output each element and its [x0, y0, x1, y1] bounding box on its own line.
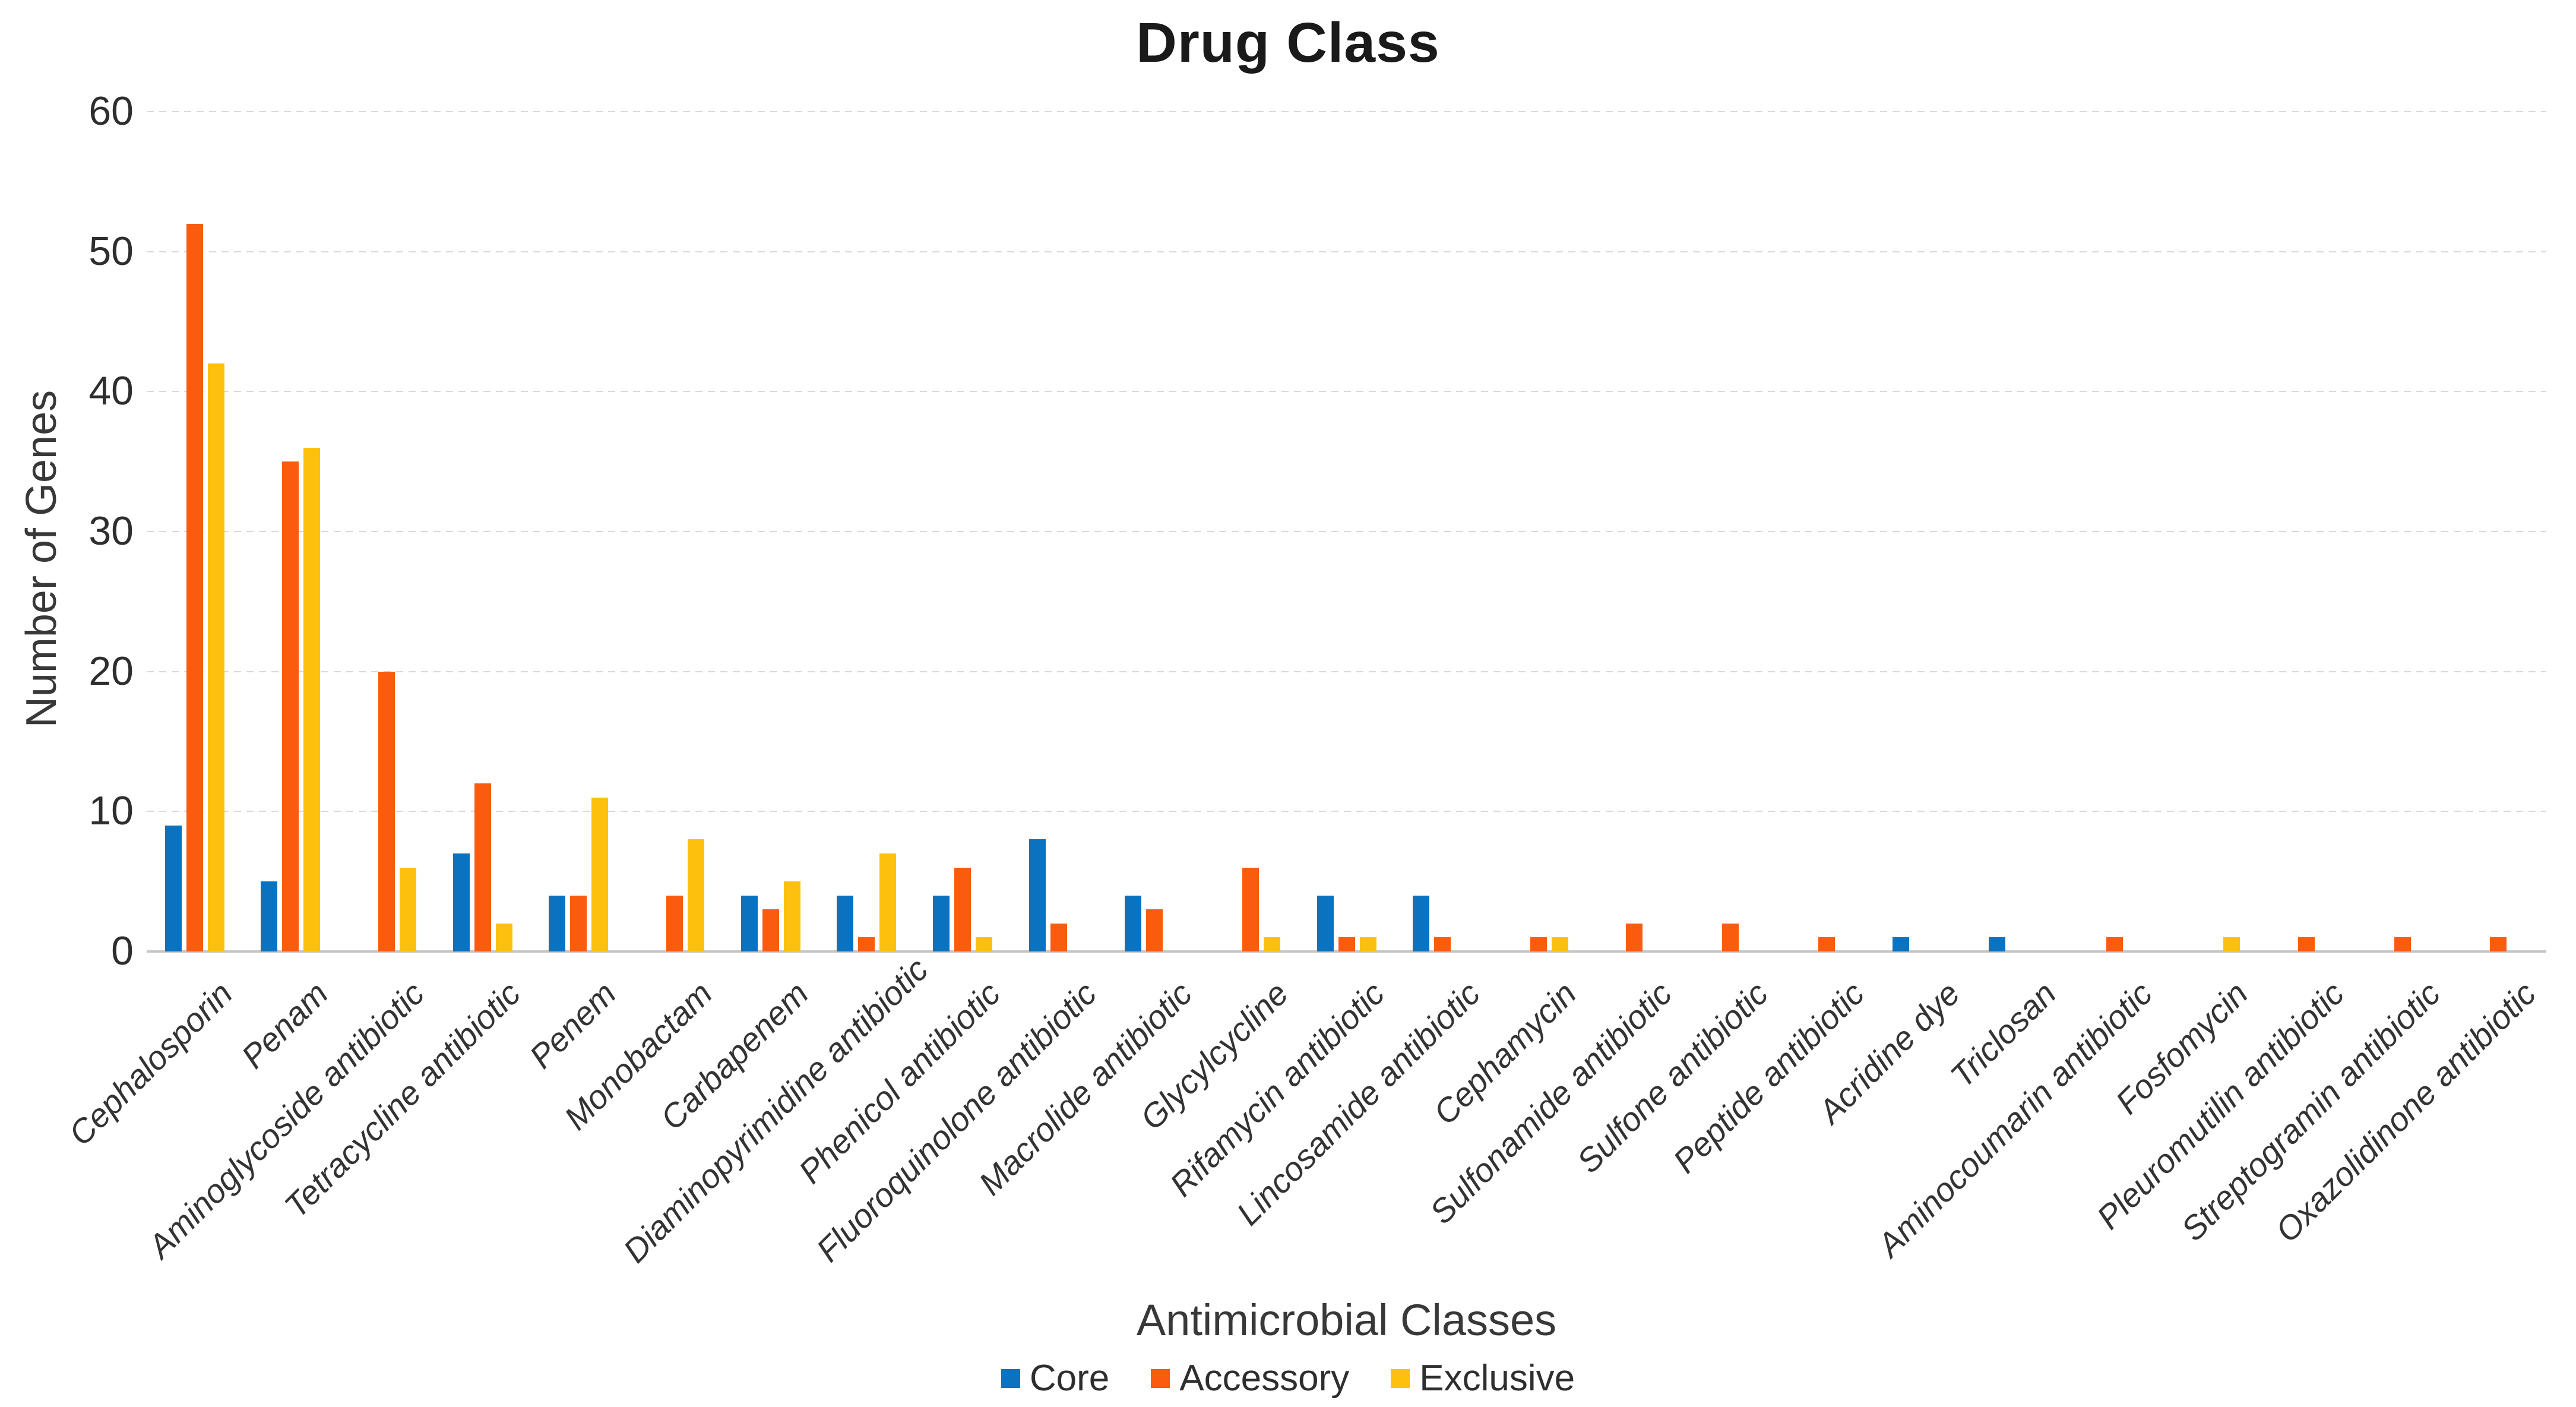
bar-core-9: [1028, 839, 1046, 951]
y-tick-label-0: 0: [111, 928, 134, 973]
legend-label-exclusive: Exclusive: [1419, 1358, 1575, 1399]
bar-accessory-9: [1050, 923, 1067, 951]
legend-label-accessory: Accessory: [1179, 1358, 1350, 1399]
bar-accessory-24: [2490, 937, 2507, 951]
y-tick-label-50: 50: [88, 228, 134, 274]
bar-exclusive-0: [207, 363, 224, 951]
bar-exclusive-14: [1551, 937, 1568, 951]
gridline-40: [147, 391, 2546, 393]
bar-accessory-0: [186, 223, 203, 951]
bar-exclusive-8: [975, 937, 992, 951]
bar-accessory-16: [1722, 923, 1739, 951]
bar-exclusive-5: [688, 839, 705, 951]
bar-core-19: [1988, 937, 2005, 951]
bar-accessory-11: [1242, 867, 1259, 951]
bar-core-4: [549, 895, 566, 951]
gridline-10: [147, 811, 2546, 812]
bar-accessory-7: [858, 937, 875, 951]
legend: Core Accessory Exclusive: [0, 1357, 2576, 1399]
chart-title: Drug Class: [1136, 11, 1440, 74]
bar-accessory-20: [2106, 937, 2123, 951]
x-axis-line: [147, 950, 2546, 953]
bar-core-0: [164, 825, 182, 951]
legend-swatch-exclusive: [1391, 1368, 1410, 1388]
gridline-20: [147, 671, 2546, 672]
bar-core-7: [837, 895, 854, 951]
bar-core-1: [261, 881, 278, 951]
y-tick-label-20: 20: [88, 648, 134, 694]
bar-exclusive-7: [879, 853, 897, 951]
bar-accessory-6: [762, 909, 779, 951]
legend-item-accessory: Accessory: [1151, 1357, 1349, 1399]
legend-item-core: Core: [1001, 1357, 1109, 1399]
bar-accessory-14: [1530, 937, 1547, 951]
bar-exclusive-6: [783, 881, 800, 951]
gridline-60: [147, 111, 2546, 112]
bar-accessory-3: [474, 783, 491, 951]
bar-exclusive-3: [495, 923, 512, 951]
bar-accessory-15: [1626, 923, 1643, 951]
bar-accessory-23: [2394, 937, 2411, 951]
bar-exclusive-11: [1263, 937, 1280, 951]
gridline-50: [147, 251, 2546, 252]
bar-exclusive-1: [303, 447, 321, 951]
bar-core-12: [1317, 895, 1334, 951]
bar-exclusive-21: [2223, 937, 2240, 951]
x-axis-title: Antimicrobial Classes: [1136, 1295, 1557, 1345]
bar-exclusive-4: [591, 797, 609, 951]
bar-accessory-12: [1338, 937, 1355, 951]
bar-accessory-22: [2297, 937, 2315, 951]
bar-accessory-2: [378, 671, 395, 951]
bar-core-10: [1125, 895, 1142, 951]
y-tick-label-30: 30: [88, 508, 134, 554]
bar-exclusive-12: [1359, 937, 1376, 951]
bar-core-18: [1893, 937, 1910, 951]
bar-core-6: [740, 895, 758, 951]
legend-swatch-core: [1001, 1368, 1020, 1388]
y-tick-label-60: 60: [88, 88, 134, 134]
bar-core-8: [932, 895, 950, 951]
bar-accessory-13: [1434, 937, 1451, 951]
legend-label-core: Core: [1029, 1358, 1110, 1399]
bar-core-3: [452, 853, 470, 951]
legend-swatch-accessory: [1151, 1368, 1170, 1388]
bar-accessory-5: [666, 895, 683, 951]
bar-exclusive-2: [400, 867, 417, 951]
legend-item-exclusive: Exclusive: [1391, 1357, 1575, 1399]
bar-accessory-17: [1818, 937, 1835, 951]
bar-core-13: [1413, 895, 1430, 951]
bar-accessory-10: [1146, 909, 1163, 951]
bar-accessory-1: [282, 461, 299, 951]
bar-accessory-8: [954, 867, 971, 951]
bar-accessory-4: [570, 895, 587, 951]
gridline-30: [147, 531, 2546, 532]
y-tick-label-10: 10: [88, 788, 134, 834]
y-tick-label-40: 40: [88, 368, 134, 414]
